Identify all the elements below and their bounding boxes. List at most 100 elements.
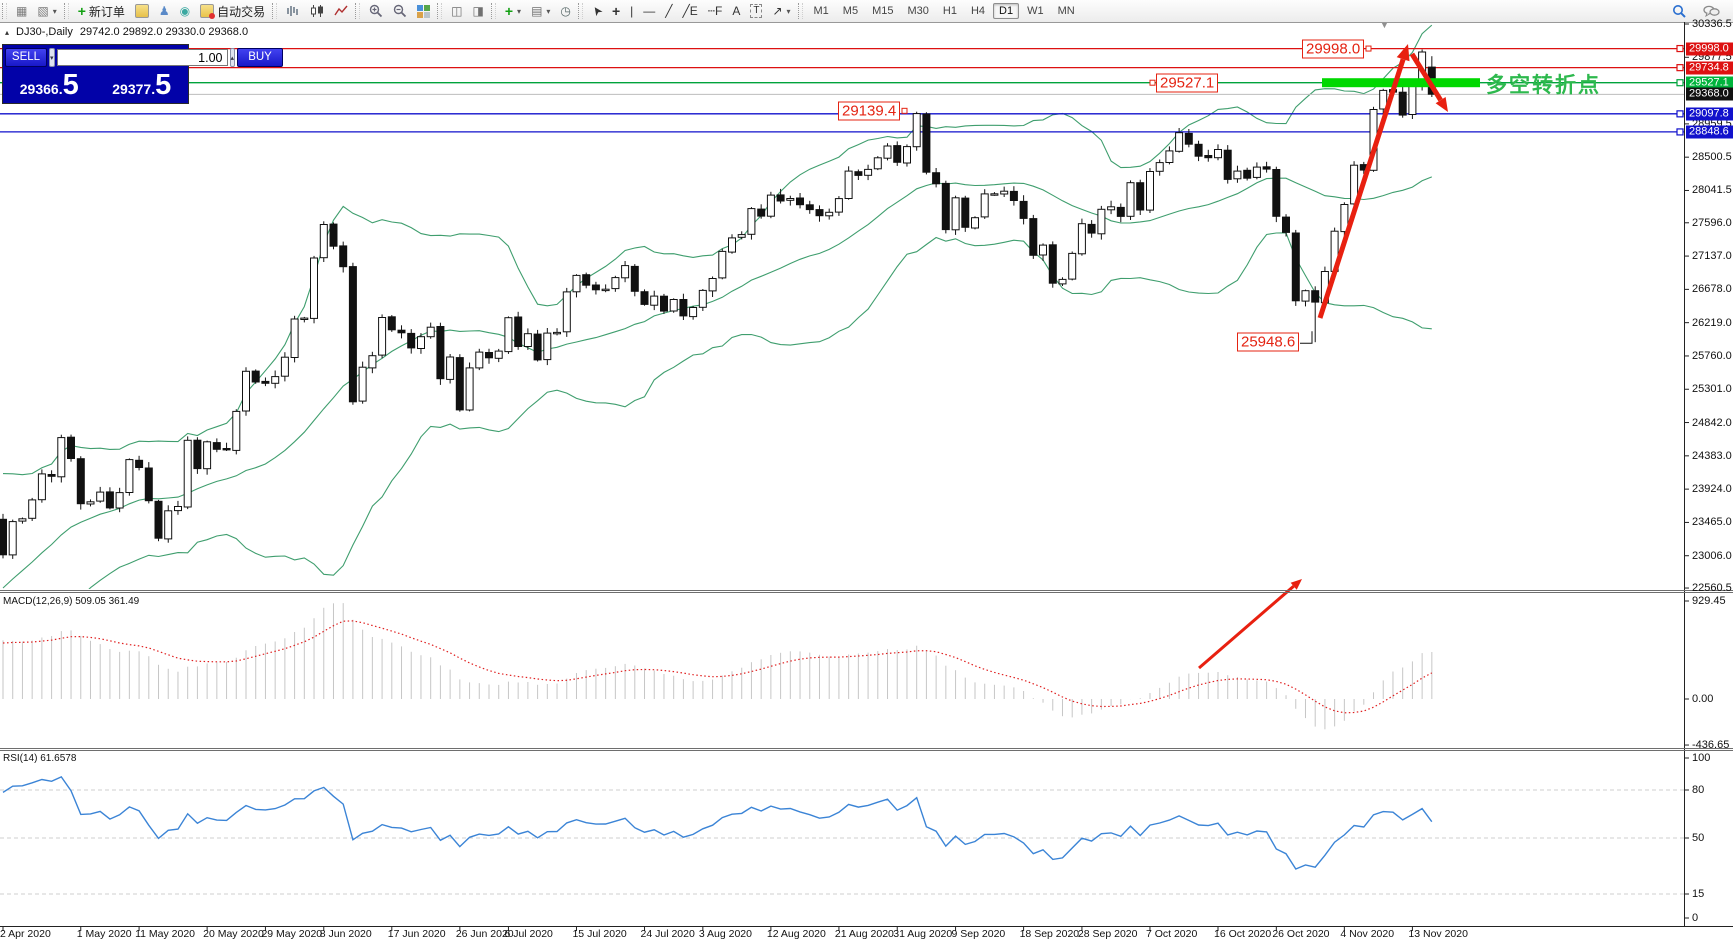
fibonacci-button[interactable]: ┄F <box>704 1 727 22</box>
date-tick-label: 7 Oct 2020 <box>1145 928 1198 940</box>
zoom-in-button[interactable] <box>365 1 387 22</box>
date-tick-label: 26 Jun 2020 <box>455 928 514 940</box>
arrows-icon: ↗ <box>772 4 783 18</box>
tf-m15-button[interactable]: M15 <box>872 5 894 17</box>
price-label-object[interactable]: 29998.0 <box>1302 39 1365 59</box>
tf-d1-button[interactable]: D1 <box>993 3 1020 19</box>
tf-h4-button[interactable]: H4 <box>970 5 986 17</box>
autotrading-button[interactable]: 自动交易 <box>196 1 269 22</box>
tf-m1-button[interactable]: M1 <box>813 5 829 17</box>
text-button[interactable]: A <box>728 1 744 22</box>
date-tick-label: 12 Aug 2020 <box>766 928 826 940</box>
community-button[interactable]: ♟ <box>155 1 174 22</box>
arrows-button[interactable]: ↗ ▾ <box>768 1 794 22</box>
arrange-windows-icon: ◫ <box>451 4 463 18</box>
tf-m30-button[interactable]: M30 <box>907 5 929 17</box>
macd-tick-label: -436.65 <box>1692 739 1730 752</box>
price-tick-label: 25760.0 <box>1692 349 1732 362</box>
turning-point-annotation[interactable]: 多空转折点 <box>1486 73 1601 97</box>
price-label-object[interactable]: 29527.1 <box>1156 73 1219 93</box>
volume-input[interactable] <box>56 49 228 66</box>
chart-line-button[interactable] <box>330 1 352 22</box>
macd-up-arrow[interactable] <box>1198 579 1302 670</box>
cursor-button[interactable]: ➤ <box>588 1 606 22</box>
trendline-icon: ╱ <box>665 4 673 18</box>
date-tick-label: 17 Jun 2020 <box>387 928 446 940</box>
equidistant-channel-button[interactable]: ╱E <box>679 1 702 22</box>
sell-button[interactable]: SELL <box>5 48 47 67</box>
arrange-windows-button[interactable]: ◫ <box>447 1 466 22</box>
indicators-icon: + <box>504 3 514 19</box>
tf-h1-button[interactable]: H1 <box>942 5 957 17</box>
templates-button[interactable]: ▤ ▾ <box>527 1 554 22</box>
ask-price[interactable]: 29377. 5 <box>96 68 189 104</box>
period-clock-button[interactable]: ◷ <box>556 1 574 22</box>
price-badge: 29368.0 <box>1686 87 1733 101</box>
signals-icon: ◉ <box>179 4 191 18</box>
profiles-icon: ▧ <box>37 4 49 18</box>
date-tick-label: 9 Sep 2020 <box>951 928 1006 940</box>
price-label-object[interactable]: 29139.4 <box>838 101 901 121</box>
ask-price-big-digit: 5 <box>155 69 172 101</box>
panel-toggle-icon[interactable]: ▴ <box>5 27 10 37</box>
indicators-button[interactable]: + ▾ <box>501 1 525 22</box>
chat-button[interactable] <box>1699 1 1724 22</box>
tf-m5-button[interactable]: M5 <box>842 5 859 17</box>
volume-decrease-button[interactable]: ▾ <box>49 48 55 67</box>
date-tick-label: 11 May 2020 <box>135 928 196 940</box>
chart-area[interactable]: ▴ DJ30-,Daily 29742.0 29892.0 29330.0 29… <box>0 18 1733 942</box>
community-icon: ♟ <box>158 4 170 18</box>
crosshair-icon: + <box>611 3 621 19</box>
date-tick-label: 13 Nov 2020 <box>1408 928 1468 940</box>
chat-icon <box>1703 5 1720 18</box>
chart-line-icon <box>334 5 348 16</box>
turning-point-highlight-band[interactable] <box>1322 78 1480 88</box>
pullback-down-arrow[interactable] <box>1409 52 1448 112</box>
chart-shift-marker-icon: ▼ <box>1380 20 1389 30</box>
tf-w1-button[interactable]: W1 <box>1027 5 1044 17</box>
toolbar: ▦ ▧ ▾ + 新订单 ♟ ◉ 自动交易 ◫ ◨ + ▾ ▤ ▾ ◷ ➤ + | — ╱ ╱E ┄F A T ↗ ▾ M1 M5 M15… <box>0 0 1733 23</box>
vertical-line-button[interactable]: | <box>626 1 637 22</box>
cursor-icon: ➤ <box>588 2 606 20</box>
chart-bars-button[interactable] <box>282 1 304 22</box>
search-button[interactable] <box>1668 1 1691 22</box>
new-chart-icon: ▦ <box>16 4 28 18</box>
date-tick-label: 31 Aug 2020 <box>893 928 953 940</box>
toolbar-right <box>1667 1 1733 22</box>
price-badge: 29998.0 <box>1686 42 1733 56</box>
new-order-button[interactable]: + 新订单 <box>74 1 129 22</box>
signals-button[interactable]: ◉ <box>176 1 194 22</box>
chart-shift-button[interactable]: ◨ <box>469 1 488 22</box>
profiles-button[interactable]: ▧ ▾ <box>33 1 60 22</box>
trendline-button[interactable]: ╱ <box>661 1 676 22</box>
tf-mn-button[interactable]: MN <box>1057 5 1075 17</box>
bid-price-main: 29366. <box>19 81 63 97</box>
zoom-out-button[interactable] <box>389 1 411 22</box>
buy-button[interactable]: BUY <box>237 48 284 67</box>
crosshair-button[interactable]: + <box>608 1 624 22</box>
price-tick-label: 23924.0 <box>1692 483 1732 496</box>
horizontal-line-icon: — <box>643 4 656 18</box>
autotrading-label: 自动交易 <box>217 4 266 19</box>
bid-price[interactable]: 29366. 5 <box>3 68 96 104</box>
price-badge: 29527.1 <box>1686 76 1733 90</box>
text-label-button[interactable]: T <box>746 1 766 22</box>
rally-up-arrow[interactable] <box>1317 44 1410 319</box>
chart-candles-button[interactable] <box>306 1 328 22</box>
price-tick-label: 30336.5 <box>1692 18 1732 30</box>
tile-windows-button[interactable] <box>413 1 434 22</box>
text-icon: A <box>732 4 741 18</box>
date-tick-label: 21 Aug 2020 <box>834 928 894 940</box>
market-watch-button[interactable] <box>131 1 153 22</box>
price-label-object[interactable]: 25948.6 <box>1237 332 1300 352</box>
volume-increase-button[interactable]: ▴ <box>229 48 236 67</box>
one-click-trading-panel: SELL ▾ ▴ BUY 29366. 5 29377. 5 <box>2 44 284 104</box>
horizontal-line-button[interactable]: — <box>639 1 659 22</box>
timeframe-group: M1 M5 M15 M30 H1 H4 D1 W1 MN <box>796 0 1082 22</box>
ask-price-main: 29377. <box>112 81 156 97</box>
chevron-down-icon: ▾ <box>52 6 57 16</box>
text-label-icon: T <box>750 4 763 18</box>
new-chart-button[interactable]: ▦ <box>12 1 31 22</box>
date-tick-label: 16 Oct 2020 <box>1214 928 1272 940</box>
